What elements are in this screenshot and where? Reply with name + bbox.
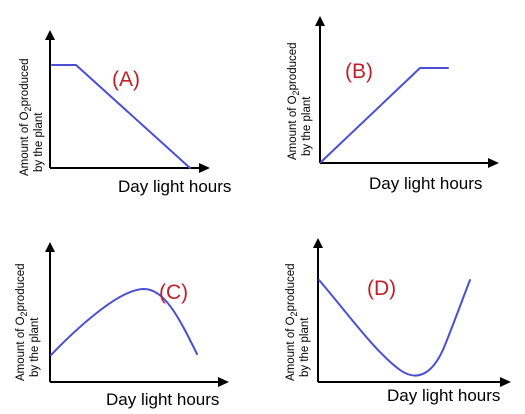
panel-d-curve	[318, 279, 471, 377]
panel-c: (C) Day light hours Amount of O2produced…	[15, 242, 229, 409]
panel-c-x-arrowhead	[218, 377, 229, 387]
panel-b-y-axis-label-line2: by the plant	[301, 96, 313, 156]
panel-b-y-label-text: Amount of O	[287, 95, 299, 160]
panel-a-curve	[51, 64, 191, 169]
panel-b-y-axis-label: Amount of O2produced	[287, 42, 301, 160]
panel-b-y-arrowhead	[315, 16, 325, 26]
panel-c-label: (C)	[159, 281, 188, 304]
panel-d-x-arrowhead	[500, 377, 511, 387]
panel-d-y-label-text: Amount of O	[285, 316, 297, 381]
panel-a-label: (A)	[112, 68, 140, 91]
panel-a: (A) Day light hours Amount of O2produced…	[19, 30, 231, 196]
panel-a-y-arrowhead	[45, 30, 55, 40]
panel-c-y-axis-label: Amount of O2produced	[15, 263, 29, 381]
panel-b-curve	[320, 67, 449, 163]
panel-c-axes	[45, 242, 229, 387]
panel-d-y-label-subscript: 2	[289, 311, 299, 316]
panel-c-y-arrowhead	[45, 242, 55, 252]
panel-d-axes	[313, 238, 511, 387]
panel-d-y-axis-label: Amount of O2produced	[285, 263, 299, 381]
panel-a-y-label-text: Amount of O	[19, 111, 31, 176]
panel-a-y-axis-label: Amount of O2produced	[19, 58, 33, 176]
panel-c-curve	[50, 287, 198, 356]
panel-a-y-label-text-2: produced	[19, 58, 31, 106]
panel-c-x-axis-label: Day light hours	[106, 390, 219, 409]
panel-b-y-label-subscript: 2	[291, 90, 301, 95]
panel-c-y-label-text-2: produced	[15, 263, 27, 311]
panel-b-x-arrowhead	[488, 158, 499, 168]
panel-d-y-axis-label-line2: by the plant	[299, 317, 311, 377]
panel-a-y-label-subscript: 2	[23, 106, 33, 111]
panel-a-x-axis-label: Day light hours	[118, 177, 231, 196]
panel-b-label: (B)	[345, 60, 373, 83]
panel-c-y-axis-label-line2: by the plant	[29, 317, 41, 377]
panel-d-x-axis-label: Day light hours	[387, 386, 500, 405]
panel-c-y-label-subscript: 2	[19, 311, 29, 316]
panel-b-axes	[315, 16, 499, 168]
panel-c-y-label-text: Amount of O	[15, 316, 27, 381]
panel-b-x-axis-label: Day light hours	[369, 174, 482, 193]
panel-d-y-arrowhead	[313, 238, 323, 248]
panel-b: (B) Day light hours Amount of O2produced…	[287, 16, 499, 193]
panel-b-y-label-text-2: produced	[287, 42, 299, 90]
panel-a-axes	[45, 30, 210, 173]
panel-a-x-arrowhead	[199, 163, 210, 173]
panel-d-y-label-text-2: produced	[285, 263, 297, 311]
panel-a-y-axis-label-line2: by the plant	[33, 112, 45, 172]
panel-d-label: (D)	[367, 277, 396, 300]
panel-d: (D) Day light hours Amount of O2produced…	[285, 238, 511, 405]
